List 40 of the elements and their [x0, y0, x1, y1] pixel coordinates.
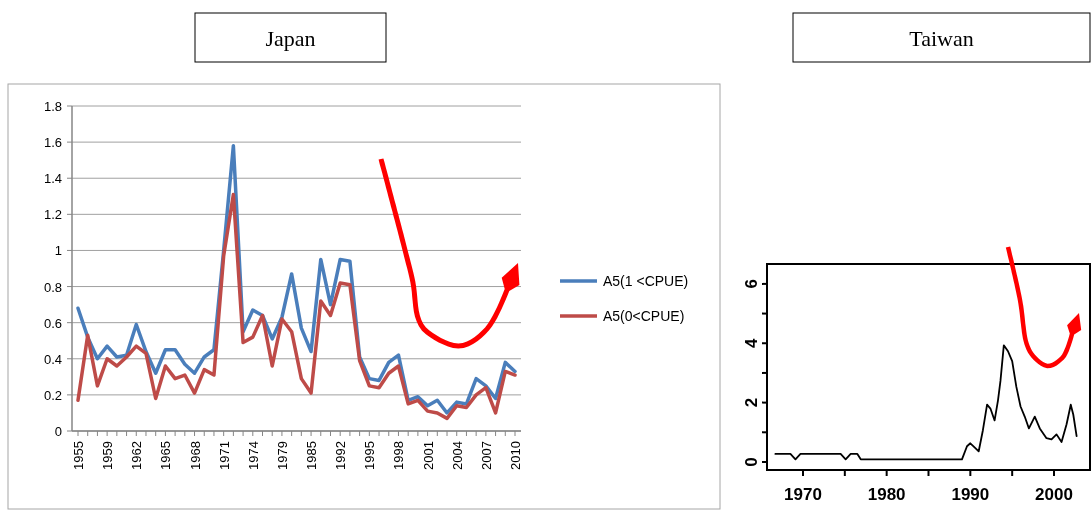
y-tick-label: 0.8	[43, 279, 62, 295]
y-tick-label: 2	[742, 397, 761, 408]
x-tick-label: 1990	[951, 485, 990, 504]
x-tick-label: 1985	[304, 441, 320, 470]
y-tick-label: 0.4	[43, 351, 62, 367]
y-tick-label: 0	[742, 457, 761, 467]
y-tick-label: 6	[742, 279, 761, 289]
y-tick-label: 0	[54, 424, 62, 439]
y-tick-label: 0.6	[43, 315, 62, 331]
x-tick-label: 1970	[784, 485, 822, 504]
x-tick-label: 2000	[1035, 485, 1073, 504]
y-tick-label: 1.4	[43, 171, 62, 187]
x-tick-label: 1959	[100, 441, 116, 470]
x-tick-label: 1980	[867, 485, 906, 504]
x-tick-label: 1992	[333, 441, 349, 470]
x-tick-label: 1968	[187, 441, 203, 470]
x-tick-label: 1962	[129, 441, 145, 470]
x-tick-label: 2001	[420, 441, 436, 470]
y-tick-label: 1.2	[43, 207, 62, 223]
y-tick-label: 0.2	[43, 387, 62, 403]
x-tick-label: 1979	[274, 441, 290, 470]
y-tick-label: 1.8	[43, 99, 62, 114]
line-series	[774, 344, 1078, 461]
x-tick-label: 1971	[216, 441, 232, 470]
legend-label: A5(0<CPUE)	[603, 308, 685, 324]
x-tick-label: 1974	[245, 441, 261, 470]
y-tick-label: 4	[742, 337, 761, 348]
x-tick-label: 1995	[362, 441, 378, 470]
x-tick-label: 2007	[478, 441, 494, 470]
chart-title: Japan	[265, 25, 316, 51]
x-tick-label: 1965	[158, 441, 174, 470]
y-tick-label: 1	[54, 243, 62, 259]
legend-label: A5(1 <CPUE)	[603, 273, 689, 289]
x-tick-label: 1998	[391, 441, 407, 470]
line-series	[76, 192, 517, 421]
y-tick-label: 1.6	[43, 135, 62, 151]
chart-title: Taiwan	[909, 25, 974, 51]
x-tick-label: 1955	[71, 441, 86, 470]
x-tick-label: 2010	[508, 441, 523, 470]
x-tick-label: 2004	[449, 441, 465, 470]
